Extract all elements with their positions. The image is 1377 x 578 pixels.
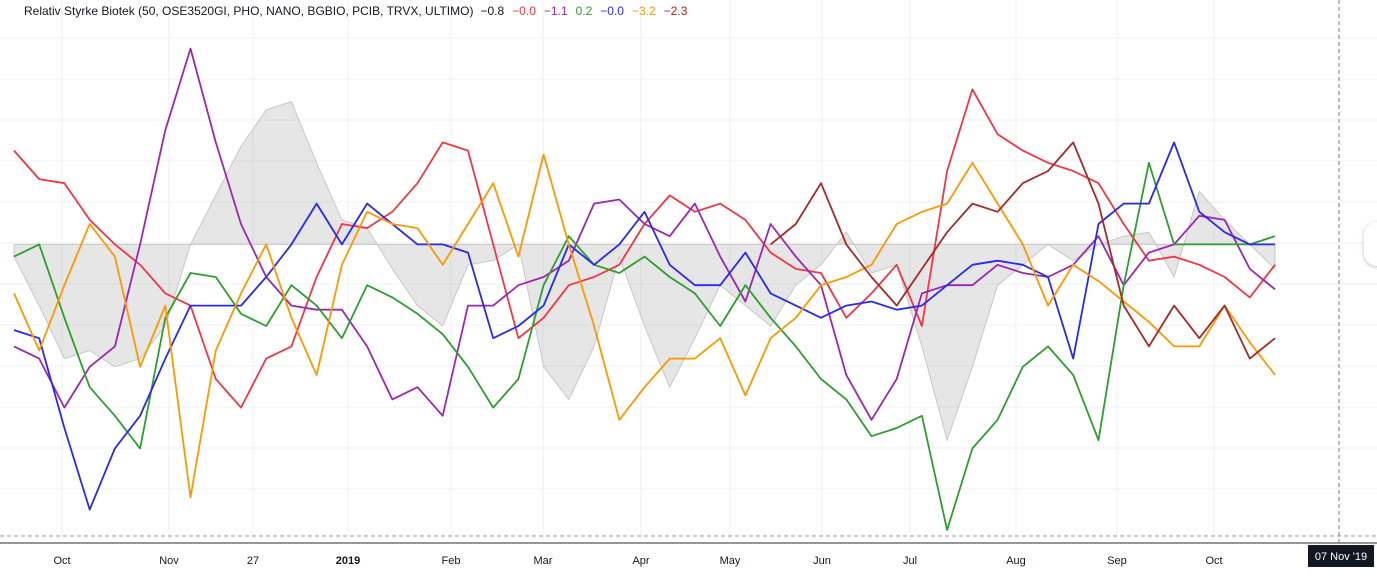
series-line-4	[13, 153, 1276, 499]
crosshair: 07 Nov '19	[1308, 0, 1374, 567]
band-layer	[13, 100, 1276, 442]
x-tick-label-4: Feb	[442, 555, 461, 567]
x-tick-label-5: Mar	[534, 555, 553, 567]
indicator-value-1: −0.0	[512, 4, 536, 18]
band-area	[13, 100, 1276, 442]
indicator-title: Relativ Styrke Biotek (50, OSE3520GI, PH…	[24, 4, 474, 18]
x-tick-label-9: Jul	[903, 555, 917, 567]
x-tick-label-8: Jun	[813, 555, 831, 567]
x-tick-label-12: Oct	[1205, 555, 1222, 567]
grid	[0, 0, 1377, 540]
crosshair-date-label: 07 Nov '19	[1315, 551, 1367, 563]
indicator-value-5: −3.2	[631, 4, 656, 18]
x-axis: Oct Nov 27 2019 Feb Mar Apr May Jun Jul Aug Sep Oct	[0, 542, 1377, 567]
x-tick-label-7: May	[720, 555, 741, 567]
indicator-value-3: 0.2	[575, 4, 593, 18]
crosshair-date-box	[1308, 545, 1374, 567]
x-tick-label-0: Oct	[53, 555, 70, 567]
indicator-value-2: −1.1	[543, 4, 568, 18]
series-line-5	[770, 141, 1276, 360]
indicator-values: −0.8 −0.0 −1.1 0.2 −0.0 −3.2 −2.3	[480, 4, 687, 18]
series-line-2	[13, 161, 1276, 531]
legend: Relativ Styrke Biotek (50, OSE3520GI, PH…	[24, 4, 687, 18]
series-line-1	[13, 47, 1276, 421]
series-line-3	[13, 141, 1275, 511]
x-tick-label-2: 27	[247, 555, 259, 567]
x-tick-label-10: Aug	[1006, 555, 1026, 567]
scroll-right-button[interactable]	[1364, 222, 1377, 266]
series-lines	[13, 47, 1276, 531]
x-tick-label-6: Apr	[632, 555, 649, 567]
indicator-value-6: −2.3	[663, 4, 688, 18]
indicator-value-4: −0.0	[600, 4, 624, 18]
x-tick-label-3: 2019	[336, 555, 360, 567]
x-tick-label-11: Sep	[1107, 555, 1127, 567]
x-tick-label-1: Nov	[159, 555, 179, 567]
indicator-value-0: −0.8	[480, 4, 505, 18]
